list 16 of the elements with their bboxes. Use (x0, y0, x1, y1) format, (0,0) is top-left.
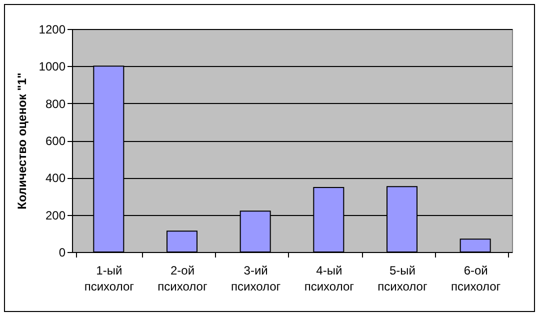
y-tick-label: 0 (58, 246, 66, 260)
y-tick-label: 600 (45, 134, 66, 148)
y-tick-label: 1000 (38, 60, 66, 74)
x-tick-label: 5-ый психолог (378, 264, 428, 294)
x-tick-label: 3-ий психолог (230, 264, 282, 294)
y-tick-label: 400 (45, 171, 66, 186)
x-tick-label: 6-ой психолог (450, 264, 502, 294)
x-tick-label: 2-ой психолог (158, 264, 208, 294)
x-tick-label: 4-ый психолог (304, 264, 355, 294)
bar (166, 230, 198, 252)
x-tick-label: 1-ый психолог (84, 264, 135, 294)
bar (460, 238, 491, 252)
y-tick-label: 800 (45, 96, 66, 111)
y-axis-title: Количество оценок "1" (14, 72, 29, 210)
y-tick-label: 1200 (38, 22, 66, 36)
y-tick-label: 200 (45, 208, 66, 222)
